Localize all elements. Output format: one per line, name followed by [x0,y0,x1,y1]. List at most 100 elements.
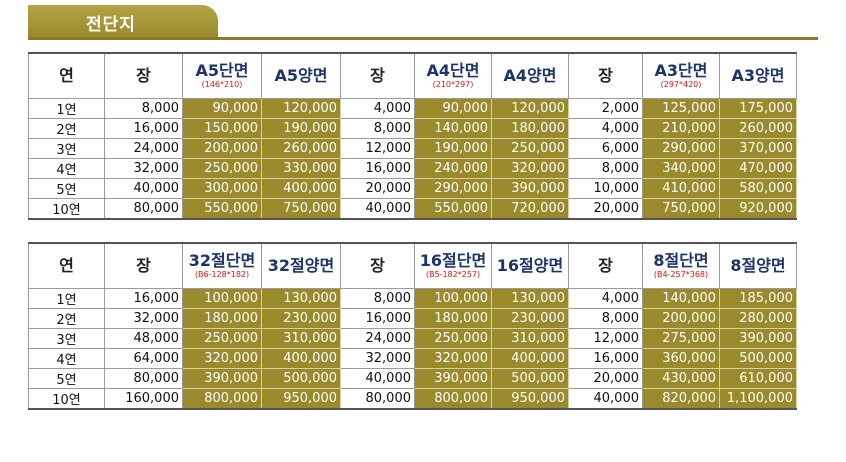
paper-size-note: (B6-128*182) [194,269,250,279]
column-header-label: 장 [370,255,385,275]
column-header: 8절단면 (B4-257*368) [642,242,720,289]
sheet-count-cell: 2,000 [568,98,643,119]
column-header: A3단면 (297*420) [642,52,720,99]
ream-count-cell: 4연 [28,158,105,179]
ream-count-cell: 10연 [28,388,105,410]
price-cell: 720,000 [491,198,569,220]
column-header: 32절양면 [261,242,341,289]
column-header: 연 [28,242,105,289]
price-cell: 260,000 [261,138,341,159]
column-header-label: A4단면 [426,60,480,80]
price-cell: 250,000 [182,158,262,179]
column-header-label: 장 [370,65,385,85]
sheet-count-cell: 12,000 [568,328,643,349]
price-cell: 185,000 [719,288,797,309]
column-header-label: A3양면 [731,65,785,85]
column-header-label: 연 [59,255,74,275]
column-header-label: 32절단면 [188,250,256,270]
price-cell: 190,000 [414,138,492,159]
price-cell: 390,000 [182,368,262,389]
column-header-label: 8절양면 [730,255,786,275]
sheet-count-cell: 4,000 [568,118,643,139]
table-row: 10연 160,000 800,000 950,000 80,000 800,000 950… [28,388,797,410]
column-header: 16절단면 (B5-182*257) [414,242,492,289]
price-cell: 320,000 [491,158,569,179]
paper-size-note: (B4-257*368) [653,269,709,279]
price-cell: 920,000 [719,198,797,220]
sheet-count-cell: 16,000 [340,158,415,179]
price-cell: 140,000 [414,118,492,139]
column-header: 32절단면 (B6-128*182) [182,242,262,289]
price-cell: 500,000 [261,368,341,389]
price-cell: 250,000 [182,328,262,349]
price-cell: 175,000 [719,98,797,119]
sheet-count-cell: 4,000 [340,98,415,119]
price-cell: 120,000 [261,98,341,119]
paper-size-note: (B5-182*257) [425,269,481,279]
price-cell: 800,000 [182,388,262,410]
sheet-count-cell: 8,000 [568,158,643,179]
sheet-count-cell: 40,000 [104,178,183,199]
price-cell: 250,000 [414,328,492,349]
table-row: 10연 80,000 550,000 750,000 40,000 550,000 720,… [28,198,797,220]
price-cell: 100,000 [182,288,262,309]
price-table-b-series: 연 장 32절단면 (B6-128*182) 32절양면 장 16절단면 (B5-182*25… [28,242,797,410]
column-header: 장 [340,242,415,289]
column-header: A5단면 (146*210) [182,52,262,99]
sheet-count-cell: 6,000 [568,138,643,159]
sheet-count-cell: 8,000 [340,288,415,309]
title-underline [28,37,818,40]
table-row: 4연 64,000 320,000 400,000 32,000 320,000 400,0… [28,348,797,369]
price-cell: 180,000 [414,308,492,329]
column-header: 장 [104,52,183,99]
price-cell: 180,000 [491,118,569,139]
price-cell: 750,000 [261,198,341,220]
price-cell: 290,000 [642,138,720,159]
ream-count-cell: 5연 [28,368,105,389]
price-cell: 500,000 [491,368,569,389]
section-title: 전단지 [86,15,136,35]
column-header: A3양면 [719,52,797,99]
paper-size-note: (297*420) [660,79,702,89]
ream-count-cell: 10연 [28,198,105,220]
price-cell: 180,000 [182,308,262,329]
sheet-count-cell: 24,000 [340,328,415,349]
column-header: 8절양면 [719,242,797,289]
column-header-label: 장 [598,65,613,85]
sheet-count-cell: 80,000 [104,368,183,389]
price-cell: 240,000 [414,158,492,179]
table-row: 1연 8,000 90,000 120,000 4,000 90,000 120,000 2,… [28,98,797,119]
section-title-bar: 전단지 [28,5,818,40]
price-cell: 550,000 [182,198,262,220]
price-cell: 310,000 [261,328,341,349]
price-cell: 300,000 [182,178,262,199]
sheet-count-cell: 12,000 [340,138,415,159]
column-header: 장 [104,242,183,289]
sheet-count-cell: 20,000 [568,368,643,389]
price-cell: 470,000 [719,158,797,179]
sheet-count-cell: 8,000 [104,98,183,119]
table-row: 3연 24,000 200,000 260,000 12,000 190,000 250,0… [28,138,797,159]
column-header-label: A5단면 [195,60,249,80]
price-cell: 390,000 [414,368,492,389]
sheet-count-cell: 80,000 [104,198,183,220]
column-header-label: 장 [136,65,151,85]
sheet-count-cell: 8,000 [340,118,415,139]
column-header-label: A4양면 [503,65,557,85]
sheet-count-cell: 64,000 [104,348,183,369]
price-cell: 210,000 [642,118,720,139]
price-cell: 610,000 [719,368,797,389]
title-tab: 전단지 [28,5,218,37]
sheet-count-cell: 10,000 [568,178,643,199]
price-cell: 400,000 [261,348,341,369]
price-cell: 230,000 [261,308,341,329]
column-header: 16절양면 [491,242,569,289]
price-cell: 360,000 [642,348,720,369]
price-cell: 120,000 [491,98,569,119]
table-row: 2연 32,000 180,000 230,000 16,000 180,000 230,0… [28,308,797,329]
price-cell: 200,000 [642,308,720,329]
header-row: 연 장 32절단면 (B6-128*182) 32절양면 장 16절단면 (B5-182*25… [28,242,797,289]
price-cell: 310,000 [491,328,569,349]
price-cell: 330,000 [261,158,341,179]
table-row: 5연 40,000 300,000 400,000 20,000 290,000 390,0… [28,178,797,199]
